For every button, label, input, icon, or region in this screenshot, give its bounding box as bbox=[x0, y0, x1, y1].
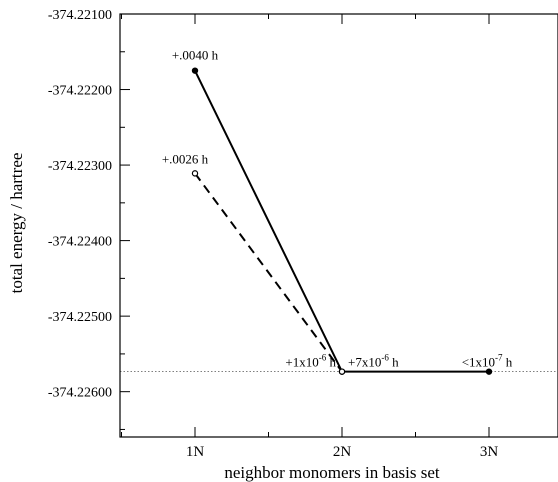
data-label: +.0040 h bbox=[172, 48, 219, 63]
axis-layer: -374.22100 -374.22200 -374.22300 -374.22400… bbox=[48, 8, 499, 460]
x-tick-label: 2N bbox=[333, 444, 352, 460]
data-label: +7x10-6 h bbox=[348, 353, 399, 370]
series-line-solid bbox=[194, 70, 489, 373]
x-axis-label: neighbor monomers in basis set bbox=[224, 463, 440, 482]
data-point-open bbox=[191, 170, 199, 177]
y-tick-label: -374.22400 bbox=[48, 235, 112, 250]
data-label: <1x10-7 h bbox=[462, 353, 513, 370]
x-tick-label: 3N bbox=[480, 444, 499, 460]
y-tick-label: -374.22300 bbox=[48, 159, 112, 174]
data-point bbox=[191, 67, 199, 74]
y-tick-label: -374.22600 bbox=[48, 386, 112, 401]
data-point-open bbox=[338, 368, 346, 375]
series-line-dashed bbox=[194, 172, 343, 373]
series-layer bbox=[191, 67, 493, 375]
x-tick-label: 1N bbox=[186, 444, 205, 460]
data-label: +1x10-6 h bbox=[285, 353, 336, 370]
annotation-layer: +.0040 h +.0026 h +1x10-6 h +7x10-6 h <1x10-… bbox=[162, 48, 513, 370]
y-axis-label: total energy / hartree bbox=[7, 153, 26, 294]
data-point bbox=[485, 368, 493, 375]
y-tick-label: -374.22100 bbox=[48, 8, 112, 23]
data-label: +.0026 h bbox=[162, 151, 209, 166]
y-tick-label: -374.22200 bbox=[48, 84, 112, 99]
plot-frame bbox=[119, 13, 558, 438]
y-tick-label: -374.22500 bbox=[48, 310, 112, 325]
